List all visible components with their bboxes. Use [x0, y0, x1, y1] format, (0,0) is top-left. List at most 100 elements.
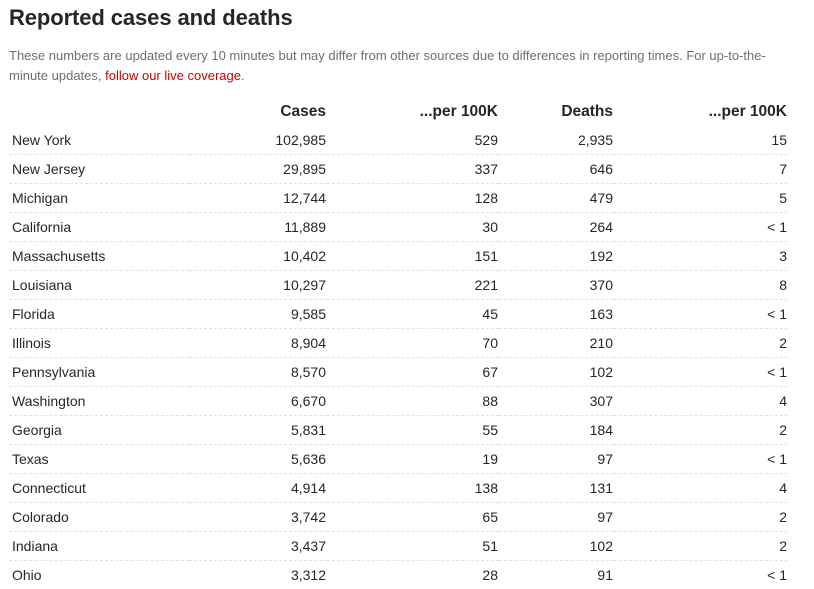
cases-deaths-table: Cases ...per 100K Deaths ...per 100K New…	[9, 97, 788, 589]
deaths-cell: 131	[499, 474, 614, 503]
deaths-per-100k-cell: < 1	[614, 561, 788, 589]
deaths-cell: 102	[499, 532, 614, 561]
state-cell: Indiana	[9, 532, 189, 561]
cases-cell: 9,585	[189, 300, 327, 329]
deaths-per-100k-cell: 5	[614, 184, 788, 213]
state-cell: Michigan	[9, 184, 189, 213]
header-cases-per-100k[interactable]: ...per 100K	[327, 97, 499, 126]
cases-cell: 3,437	[189, 532, 327, 561]
cases-cell: 10,297	[189, 271, 327, 300]
deaths-cell: 184	[499, 416, 614, 445]
cases-per-100k-cell: 30	[327, 213, 499, 242]
cases-per-100k-cell: 529	[327, 126, 499, 155]
deaths-per-100k-cell: < 1	[614, 213, 788, 242]
state-cell: Louisiana	[9, 271, 189, 300]
deaths-per-100k-cell: 4	[614, 387, 788, 416]
cases-per-100k-cell: 221	[327, 271, 499, 300]
cases-cell: 5,831	[189, 416, 327, 445]
cases-cell: 3,312	[189, 561, 327, 589]
header-deaths-per-100k[interactable]: ...per 100K	[614, 97, 788, 126]
deaths-per-100k-cell: < 1	[614, 358, 788, 387]
deaths-per-100k-cell: 4	[614, 474, 788, 503]
state-cell: Colorado	[9, 503, 189, 532]
cases-per-100k-cell: 128	[327, 184, 499, 213]
cases-cell: 8,904	[189, 329, 327, 358]
state-cell: Ohio	[9, 561, 189, 589]
deaths-per-100k-cell: 8	[614, 271, 788, 300]
cases-per-100k-cell: 55	[327, 416, 499, 445]
cases-per-100k-cell: 65	[327, 503, 499, 532]
cases-cell: 102,985	[189, 126, 327, 155]
cases-per-100k-cell: 70	[327, 329, 499, 358]
deaths-cell: 646	[499, 155, 614, 184]
cases-per-100k-cell: 51	[327, 532, 499, 561]
deaths-cell: 192	[499, 242, 614, 271]
state-cell: New York	[9, 126, 189, 155]
deaths-per-100k-cell: < 1	[614, 300, 788, 329]
state-cell: California	[9, 213, 189, 242]
header-state	[9, 97, 189, 126]
cases-per-100k-cell: 28	[327, 561, 499, 589]
deaths-cell: 370	[499, 271, 614, 300]
deaths-per-100k-cell: 2	[614, 416, 788, 445]
state-cell: Georgia	[9, 416, 189, 445]
cases-per-100k-cell: 151	[327, 242, 499, 271]
deaths-cell: 163	[499, 300, 614, 329]
deaths-cell: 91	[499, 561, 614, 589]
cases-per-100k-cell: 138	[327, 474, 499, 503]
state-cell: Pennsylvania	[9, 358, 189, 387]
deaths-per-100k-cell: 2	[614, 503, 788, 532]
cases-cell: 12,744	[189, 184, 327, 213]
deaths-cell: 97	[499, 503, 614, 532]
cases-cell: 5,636	[189, 445, 327, 474]
cases-cell: 3,742	[189, 503, 327, 532]
cases-per-100k-cell: 45	[327, 300, 499, 329]
table-header-row: Cases ...per 100K Deaths ...per 100K	[9, 97, 788, 126]
intro-paragraph: These numbers are updated every 10 minut…	[9, 46, 789, 85]
page-title: Reported cases and deaths	[9, 5, 293, 31]
state-cell: Massachusetts	[9, 242, 189, 271]
state-cell: Illinois	[9, 329, 189, 358]
deaths-cell: 307	[499, 387, 614, 416]
deaths-cell: 210	[499, 329, 614, 358]
deaths-cell: 102	[499, 358, 614, 387]
cases-cell: 29,895	[189, 155, 327, 184]
state-cell: Texas	[9, 445, 189, 474]
deaths-cell: 97	[499, 445, 614, 474]
state-cell: Florida	[9, 300, 189, 329]
header-deaths[interactable]: Deaths	[499, 97, 614, 126]
deaths-per-100k-cell: 15	[614, 126, 788, 155]
state-cell: Connecticut	[9, 474, 189, 503]
deaths-per-100k-cell: 7	[614, 155, 788, 184]
deaths-cell: 264	[499, 213, 614, 242]
header-cases[interactable]: Cases	[189, 97, 327, 126]
cases-per-100k-cell: 67	[327, 358, 499, 387]
state-cell: New Jersey	[9, 155, 189, 184]
cases-cell: 10,402	[189, 242, 327, 271]
cases-cell: 4,914	[189, 474, 327, 503]
state-cell: Washington	[9, 387, 189, 416]
cases-per-100k-cell: 19	[327, 445, 499, 474]
deaths-per-100k-cell: 2	[614, 329, 788, 358]
live-coverage-link[interactable]: follow our live coverage	[105, 68, 241, 83]
deaths-cell: 479	[499, 184, 614, 213]
intro-end: .	[241, 68, 245, 83]
cases-per-100k-cell: 88	[327, 387, 499, 416]
cases-per-100k-cell: 337	[327, 155, 499, 184]
deaths-per-100k-cell: 3	[614, 242, 788, 271]
